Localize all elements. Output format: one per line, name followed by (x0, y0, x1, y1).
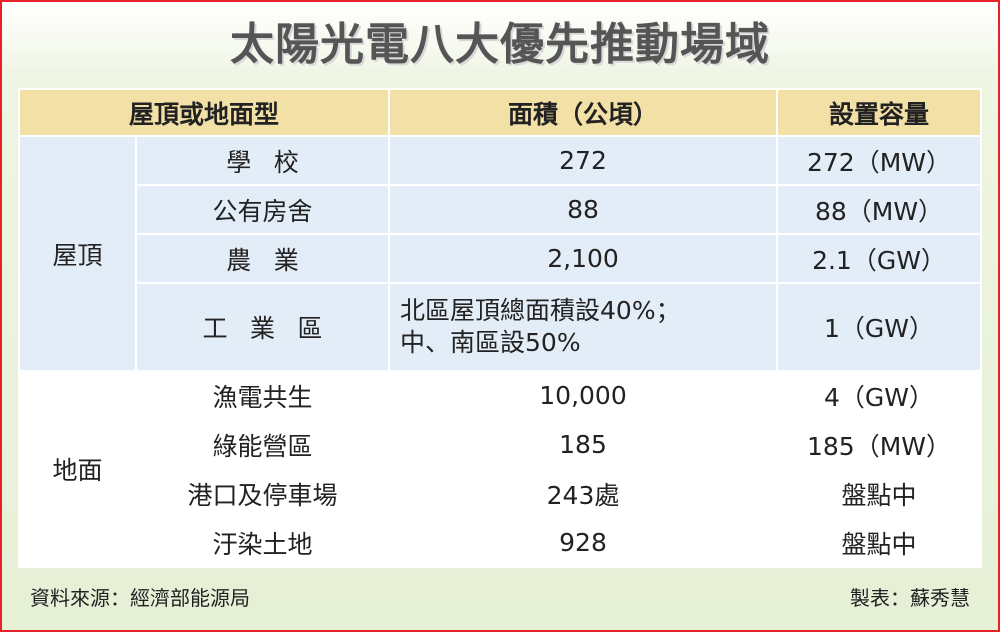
area: 928 (388, 517, 779, 568)
capacity: 盤點中 (776, 468, 983, 519)
area: 2,100 (388, 233, 779, 284)
group-label: 地面 (18, 370, 137, 568)
item: 漁電共生 (134, 370, 391, 421)
area-line: 185 (559, 430, 607, 459)
capacity: 1（GW） (776, 282, 983, 372)
credit: 製表：蘇秀慧 (850, 586, 970, 610)
area-line: 88 (567, 195, 599, 224)
column-header: 屋頂或地面型 (17, 88, 391, 137)
area-line: 272 (559, 146, 607, 175)
area-line: 10,000 (539, 381, 627, 410)
capacity: 272（MW） (776, 135, 983, 186)
source: 資料來源：經濟部能源局 (30, 586, 250, 610)
area: 185 (388, 419, 779, 470)
row: 工業區 北區屋頂總面積設40%； 中、南區設50% 1（GW） (19, 282, 983, 372)
group-label: 屋頂 (18, 135, 137, 372)
area: 10,000 (388, 370, 779, 421)
area: 北區屋頂總面積設40%； 中、南區設50% (388, 282, 779, 372)
title: 太陽光電八大優先推動場域 (230, 19, 770, 70)
item: 綠能營區 (134, 419, 391, 470)
row: 綠能營區 185 185（MW） (19, 419, 983, 470)
item: 公有房舍 (134, 184, 391, 235)
row: 農業 2,100 2.1（GW） (19, 233, 983, 284)
capacity: 185（MW） (776, 419, 983, 470)
area: 88 (388, 184, 779, 235)
area-line: 243處 (546, 480, 620, 510)
header-row: 屋頂或地面型 面積（公頃） 設置容量 (17, 88, 983, 137)
footer: 資料來源：經濟部能源局 製表：蘇秀慧 (18, 574, 980, 612)
capacity: 2.1（GW） (776, 233, 983, 284)
table: 屋頂或地面型 面積（公頃） 設置容量 屋頂 學校 272 272（MW） 公有房舍 88 8… (17, 88, 983, 568)
capacity: 盤點中 (776, 517, 983, 568)
item: 港口及停車場 (134, 468, 391, 519)
area: 272 (388, 135, 779, 186)
area-line: 中、南區設50% (400, 328, 581, 357)
row: 港口及停車場 243處 盤點中 (19, 468, 983, 519)
area-line: 2,100 (547, 244, 619, 273)
capacity: 4（GW） (776, 370, 983, 421)
area: 243處 (388, 468, 779, 519)
row: 地面 漁電共生 10,000 4（GW） (18, 370, 983, 568)
area-line: 928 (559, 528, 607, 557)
column-header: 設置容量 (776, 88, 983, 137)
column-header: 面積（公頃） (388, 88, 779, 137)
row: 公有房舍 88 88（MW） (19, 184, 983, 235)
row: 汙染土地 928 盤點中 (19, 517, 983, 568)
area-line: 北區屋頂總面積設40%； (400, 296, 681, 325)
item: 學校 (134, 135, 391, 186)
row: 屋頂 學校 272 272（MW） (18, 135, 983, 372)
item: 工業區 (134, 282, 391, 372)
item: 農業 (134, 233, 391, 284)
capacity: 88（MW） (776, 184, 983, 235)
item: 汙染土地 (134, 517, 391, 568)
